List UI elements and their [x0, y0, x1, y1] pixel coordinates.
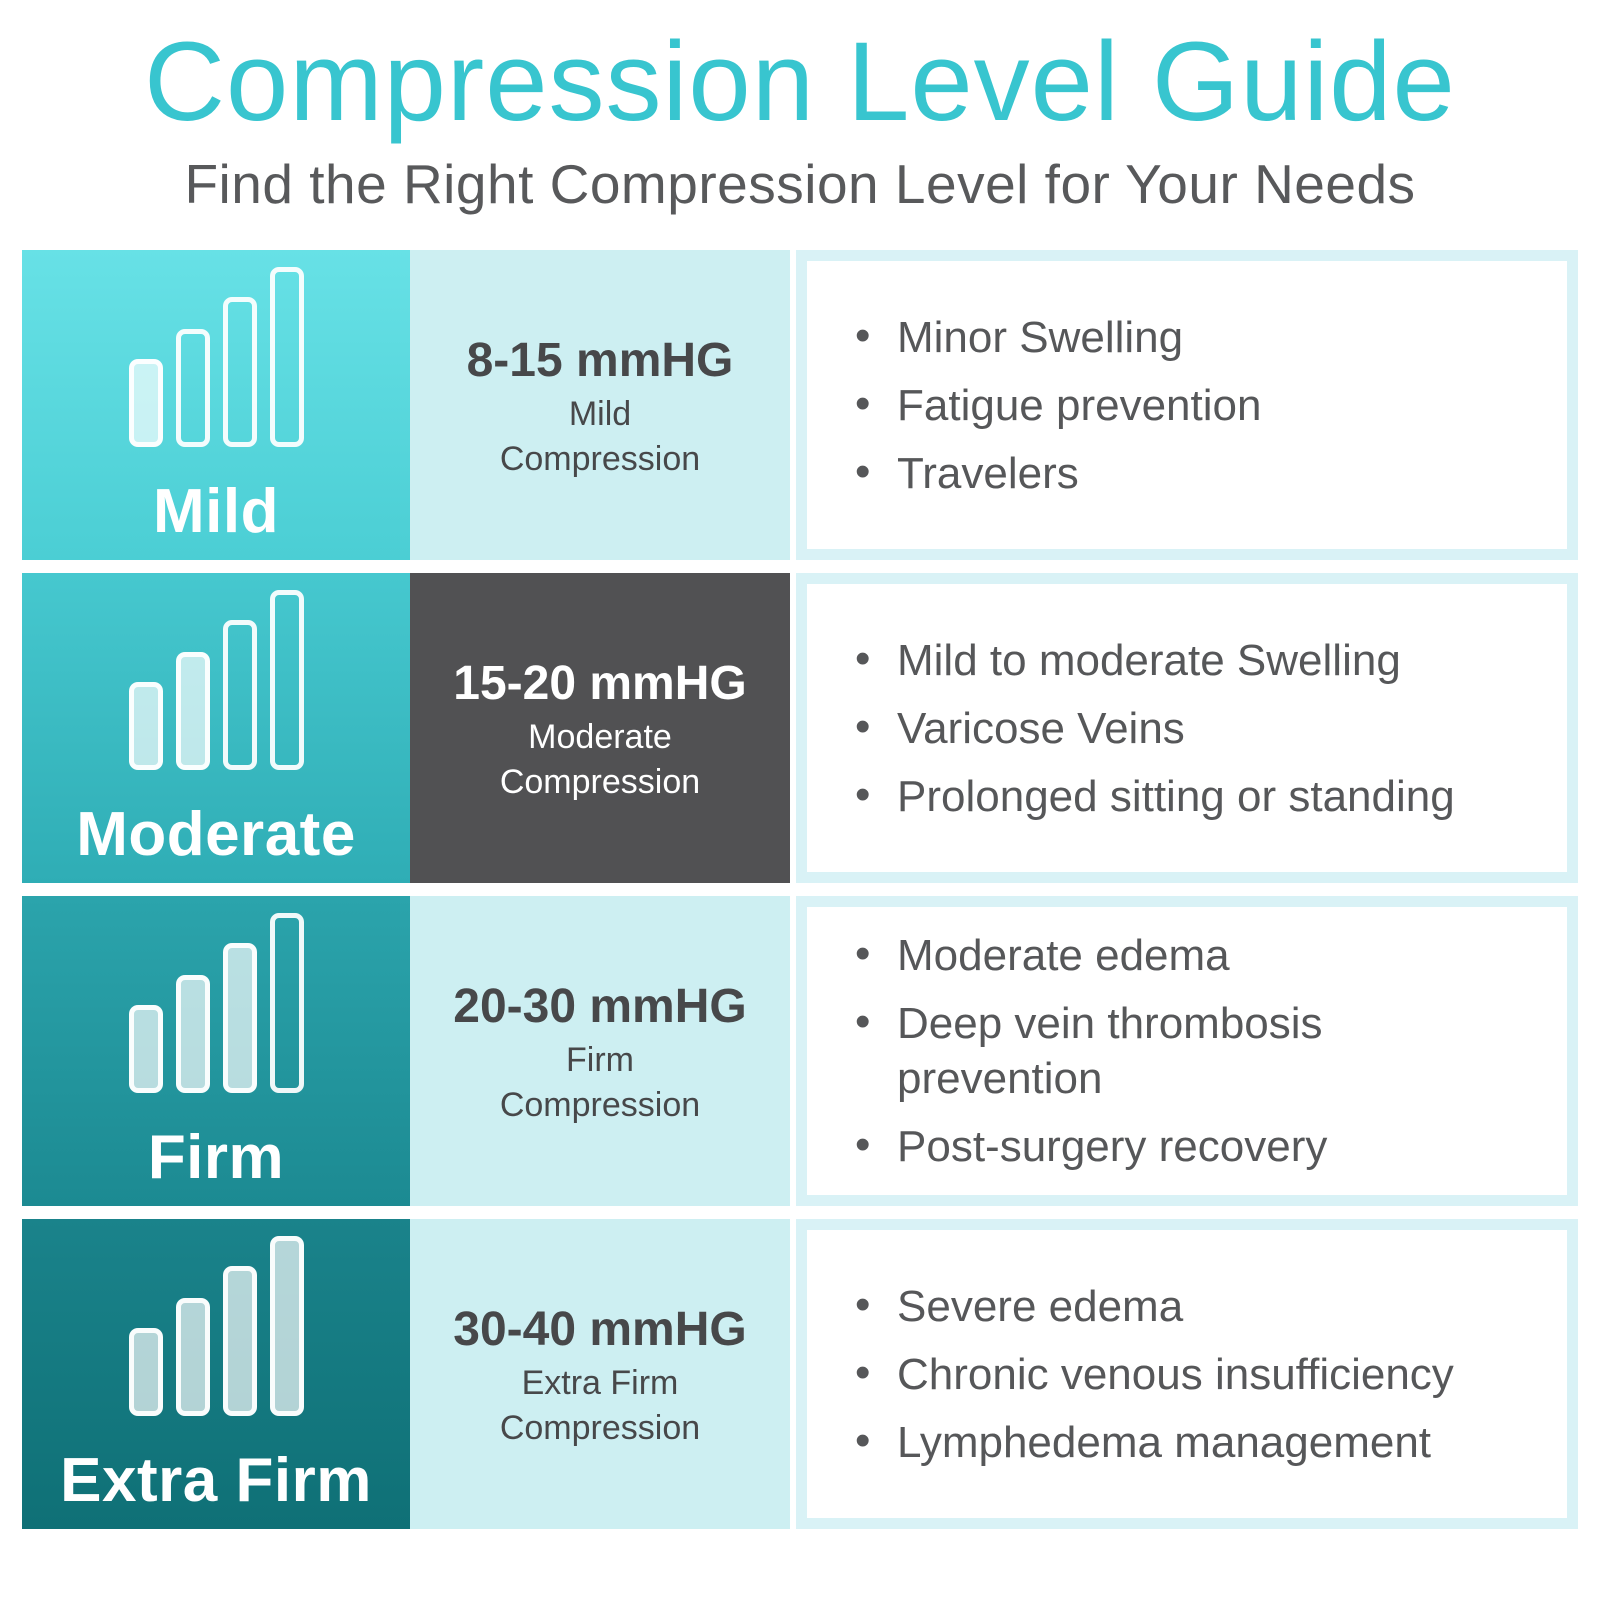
range-value: 20-30 mmHG [453, 979, 747, 1033]
page-subtitle: Find the Right Compression Level for You… [184, 152, 1416, 215]
signal-bar-icon [269, 267, 304, 448]
signal-bar-icon [269, 1236, 304, 1417]
range-label-line2: Compression [499, 439, 701, 478]
range-label-line1: Mild [568, 395, 632, 433]
signal-bar-icon [222, 1266, 257, 1417]
level-name: Firm [147, 1123, 285, 1193]
range-cell: 20-30 mmHG Firm Compression [410, 896, 790, 1207]
use-item: Prolonged sitting or standing [855, 767, 1537, 824]
uses-card: Moderate edema Deep vein thrombosis prev… [796, 896, 1578, 1207]
page-title: Compression Level Guide [144, 19, 1456, 144]
use-item: Deep vein thrombosis prevention [855, 994, 1537, 1106]
range-label-line2: Compression [499, 1085, 701, 1124]
signal-bar-icon [175, 652, 210, 771]
signal-bar-icon [269, 590, 304, 771]
range-label-line1: Extra Firm [521, 1364, 679, 1402]
range-label-line2: Compression [499, 762, 701, 801]
range-cell: 30-40 mmHG Extra Firm Compression [410, 1219, 790, 1530]
level-cell-firm: Firm [22, 896, 410, 1207]
signal-bar-icon [269, 913, 304, 1094]
signal-bar-icon [175, 975, 210, 1094]
range-cell: 8-15 mmHG Mild Compression [410, 250, 790, 561]
signal-bar-icon [128, 1005, 163, 1094]
range-value: 8-15 mmHG [466, 333, 734, 387]
compression-row-mild: Mild 8-15 mmHG Mild Compression Minor Sw… [22, 250, 1578, 561]
range-label-line2: Compression [499, 1408, 701, 1447]
uses-card: Mild to moderate Swelling Varicose Veins… [796, 573, 1578, 884]
signal-bar-icon [222, 620, 257, 771]
level-cell-moderate: Moderate [22, 573, 410, 884]
uses-list: Moderate edema Deep vein thrombosis prev… [855, 915, 1537, 1187]
compression-row-extra-firm: Extra Firm 30-40 mmHG Extra Firm Compres… [22, 1219, 1578, 1530]
level-name: Mild [153, 477, 279, 547]
uses-list: Mild to moderate Swelling Varicose Veins… [855, 620, 1537, 837]
signal-strength-icon [128, 267, 304, 448]
compression-guide-table: Mild 8-15 mmHG Mild Compression Minor Sw… [22, 250, 1578, 1530]
range-value: 30-40 mmHG [453, 1302, 747, 1356]
level-name: Extra Firm [60, 1446, 372, 1516]
signal-bar-icon [222, 297, 257, 448]
use-item: Post-surgery recovery [855, 1117, 1537, 1174]
use-item: Lymphedema management [855, 1413, 1537, 1470]
uses-list: Minor Swelling Fatigue prevention Travel… [855, 297, 1537, 514]
uses-card: Minor Swelling Fatigue prevention Travel… [796, 250, 1578, 561]
level-cell-extra-firm: Extra Firm [22, 1219, 410, 1530]
range-label-line1: Firm [566, 1041, 634, 1079]
signal-bar-icon [175, 1298, 210, 1417]
uses-card: Severe edema Chronic venous insufficienc… [796, 1219, 1578, 1530]
signal-bar-icon [175, 329, 210, 448]
level-name: Moderate [76, 800, 356, 870]
signal-strength-icon [128, 1236, 304, 1417]
signal-bar-icon [128, 1328, 163, 1417]
use-item: Mild to moderate Swelling [855, 631, 1537, 688]
range-value: 15-20 mmHG [453, 656, 747, 710]
uses-list: Severe edema Chronic venous insufficienc… [855, 1266, 1537, 1483]
use-item: Moderate edema [855, 926, 1537, 983]
signal-strength-icon [128, 590, 304, 771]
signal-bar-icon [222, 943, 257, 1094]
signal-bar-icon [128, 359, 163, 448]
compression-row-firm: Firm 20-30 mmHG Firm Compression Moderat… [22, 896, 1578, 1207]
compression-row-moderate: Moderate 15-20 mmHG Moderate Compression… [22, 573, 1578, 884]
range-label-line1: Moderate [528, 718, 672, 756]
signal-strength-icon [128, 913, 304, 1094]
use-item: Fatigue prevention [855, 376, 1537, 433]
signal-bar-icon [128, 682, 163, 771]
use-item: Chronic venous insufficiency [855, 1345, 1537, 1402]
use-item: Travelers [855, 444, 1537, 501]
range-cell-dark: 15-20 mmHG Moderate Compression [410, 573, 790, 884]
use-item: Minor Swelling [855, 308, 1537, 365]
use-item: Varicose Veins [855, 699, 1537, 756]
level-cell-mild: Mild [22, 250, 410, 561]
use-item: Severe edema [855, 1277, 1537, 1334]
